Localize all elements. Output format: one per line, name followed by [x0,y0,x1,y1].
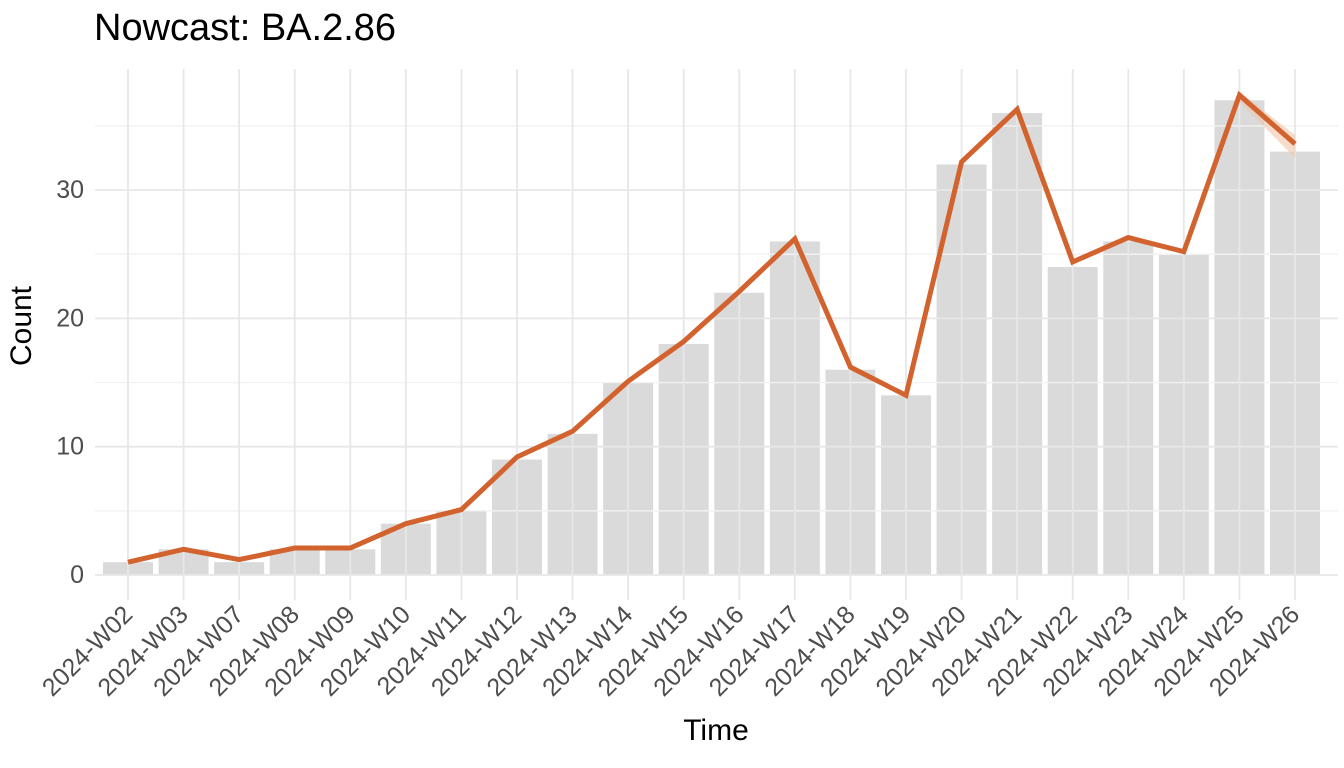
y-tick-label: 10 [56,433,84,461]
y-tick-label: 0 [70,561,84,589]
y-tick-label: 20 [56,304,84,332]
x-axis-title: Time [683,714,749,747]
nowcast-line [127,90,1297,565]
chart-title: Nowcast: BA.2.86 [94,7,397,49]
y-axis-title: Count [5,285,38,367]
y-tick-label: 30 [56,176,84,204]
